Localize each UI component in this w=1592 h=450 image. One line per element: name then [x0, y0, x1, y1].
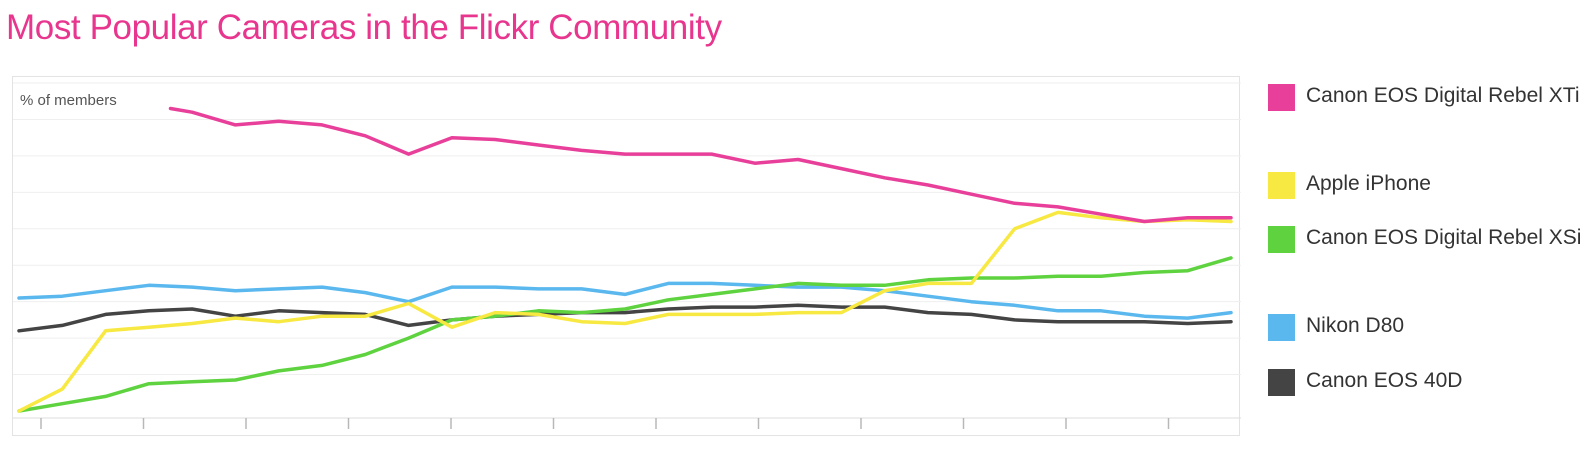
legend-swatch: [1268, 84, 1295, 111]
series-line-canon-eos-digital-rebel-xsi: [17, 256, 1233, 413]
y-axis-label: % of members: [20, 92, 120, 109]
line-chart: [13, 82, 1241, 429]
plot-area: [12, 76, 1241, 436]
legend-swatch: [1268, 172, 1295, 199]
legend-label: Nikon D80: [1306, 314, 1405, 337]
series-line-canon-eos-digital-rebel-xti: [168, 106, 1233, 224]
chart-title: Most Popular Cameras in the Flickr Commu…: [6, 8, 722, 47]
legend-swatch: [1268, 314, 1295, 341]
legend-label: Canon EOS Digital Rebel XSi: [1306, 226, 1582, 249]
legend-swatch: [1268, 226, 1295, 253]
legend-label: Canon EOS Digital Rebel XTi: [1306, 84, 1580, 107]
series-line-apple-iphone: [17, 210, 1233, 413]
series-line-nikon-d80: [17, 281, 1233, 320]
series-line-canon-eos-40d: [17, 303, 1233, 333]
legend-label: Canon EOS 40D: [1306, 369, 1463, 392]
legend-swatch: [1268, 369, 1295, 396]
legend-label: Apple iPhone: [1306, 172, 1431, 195]
